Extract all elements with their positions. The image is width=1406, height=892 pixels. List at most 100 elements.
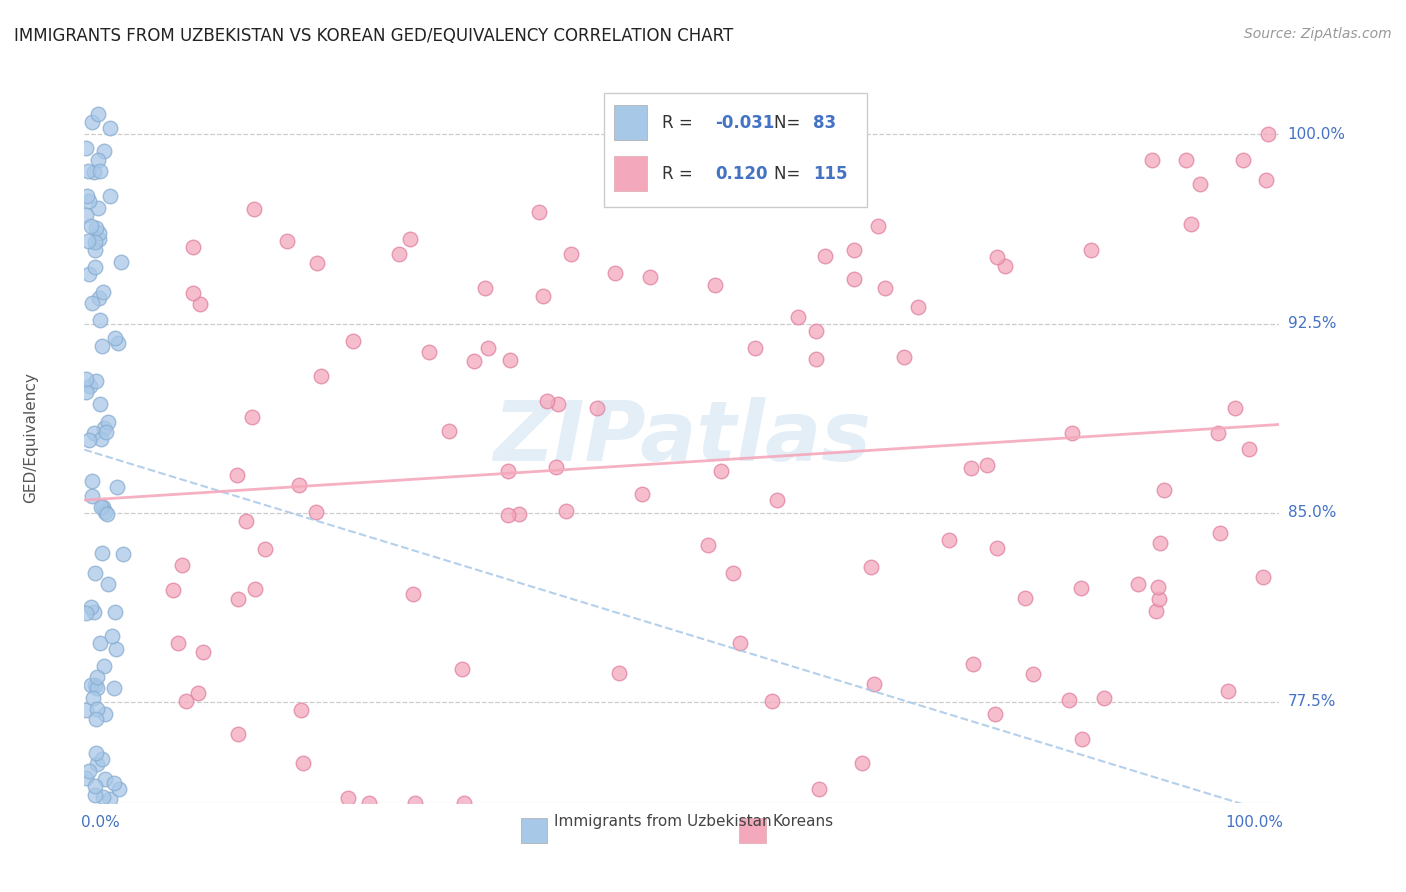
FancyBboxPatch shape — [614, 156, 647, 191]
Point — [89, 164, 111, 178]
Point — [75, 384, 97, 399]
Point — [508, 507, 530, 521]
Point — [97, 577, 120, 591]
FancyBboxPatch shape — [520, 818, 547, 843]
Point — [1071, 732, 1094, 747]
Point — [276, 234, 298, 248]
Point — [79, 599, 101, 614]
Text: -0.031: -0.031 — [716, 113, 775, 131]
Point — [84, 374, 107, 388]
Point — [807, 782, 830, 797]
Point — [527, 205, 550, 219]
Point — [98, 189, 121, 203]
Point — [1149, 535, 1171, 549]
Point — [83, 788, 105, 802]
Text: 85.0%: 85.0% — [1288, 505, 1336, 520]
Point — [107, 336, 129, 351]
Point — [976, 458, 998, 473]
Point — [474, 281, 496, 295]
Point — [80, 474, 103, 488]
Text: 100.0%: 100.0% — [1225, 815, 1284, 830]
Text: R =: R = — [662, 165, 703, 183]
Text: Koreans: Koreans — [773, 814, 834, 830]
Point — [1257, 128, 1279, 142]
Point — [83, 260, 105, 275]
Point — [82, 489, 104, 503]
Point — [704, 277, 727, 292]
Point — [1237, 442, 1260, 457]
Point — [986, 541, 1008, 555]
Point — [453, 796, 475, 810]
Point — [1189, 177, 1212, 191]
Point — [110, 255, 132, 269]
Point — [1251, 570, 1274, 584]
Point — [875, 280, 897, 294]
Point — [89, 636, 111, 650]
Point — [104, 605, 127, 619]
Point — [631, 487, 654, 501]
Point — [190, 297, 212, 311]
Point — [984, 707, 1007, 722]
Point — [240, 409, 263, 424]
Point — [307, 255, 329, 269]
Point — [477, 341, 499, 355]
Point — [844, 243, 866, 257]
Point — [86, 670, 108, 684]
Point — [83, 678, 105, 692]
Point — [226, 727, 249, 741]
Point — [235, 514, 257, 528]
Point — [83, 605, 105, 619]
FancyBboxPatch shape — [614, 105, 647, 140]
Point — [105, 642, 128, 657]
Point — [91, 546, 114, 560]
Point — [814, 249, 837, 263]
Point — [82, 691, 104, 706]
Point — [105, 479, 128, 493]
Point — [1209, 526, 1232, 541]
Point — [357, 796, 380, 810]
Point — [87, 232, 110, 246]
Point — [97, 416, 120, 430]
Point — [1149, 591, 1171, 606]
Point — [91, 790, 114, 805]
Point — [907, 300, 929, 314]
Point — [651, 186, 673, 200]
Point — [108, 781, 131, 796]
Text: 0.120: 0.120 — [716, 165, 768, 183]
Point — [761, 694, 783, 708]
Point — [1256, 173, 1278, 187]
Point — [801, 184, 824, 198]
Point — [84, 566, 107, 580]
Point — [1180, 217, 1202, 231]
Point — [243, 202, 266, 216]
Point — [243, 582, 266, 596]
Point — [1144, 604, 1167, 618]
Point — [98, 120, 121, 135]
Point — [174, 694, 197, 708]
Point — [77, 434, 100, 448]
Point — [744, 341, 766, 355]
Point — [555, 504, 578, 518]
Point — [1223, 401, 1246, 416]
Text: ZIPatlas: ZIPatlas — [494, 397, 870, 477]
Point — [84, 235, 107, 249]
Point — [225, 467, 247, 482]
Point — [84, 712, 107, 726]
Point — [75, 702, 97, 716]
Point — [94, 772, 117, 786]
Point — [79, 378, 101, 392]
Point — [605, 267, 627, 281]
Point — [166, 636, 188, 650]
Point — [1092, 691, 1115, 706]
Point — [531, 289, 554, 303]
Text: N=: N= — [773, 165, 806, 183]
Point — [893, 351, 915, 365]
Text: GED/Equivalency: GED/Equivalency — [22, 372, 38, 502]
Point — [804, 324, 827, 338]
Point — [859, 560, 882, 574]
Point — [75, 371, 97, 385]
Point — [787, 310, 810, 325]
FancyBboxPatch shape — [605, 94, 868, 207]
Point — [1218, 683, 1240, 698]
Point — [288, 477, 311, 491]
